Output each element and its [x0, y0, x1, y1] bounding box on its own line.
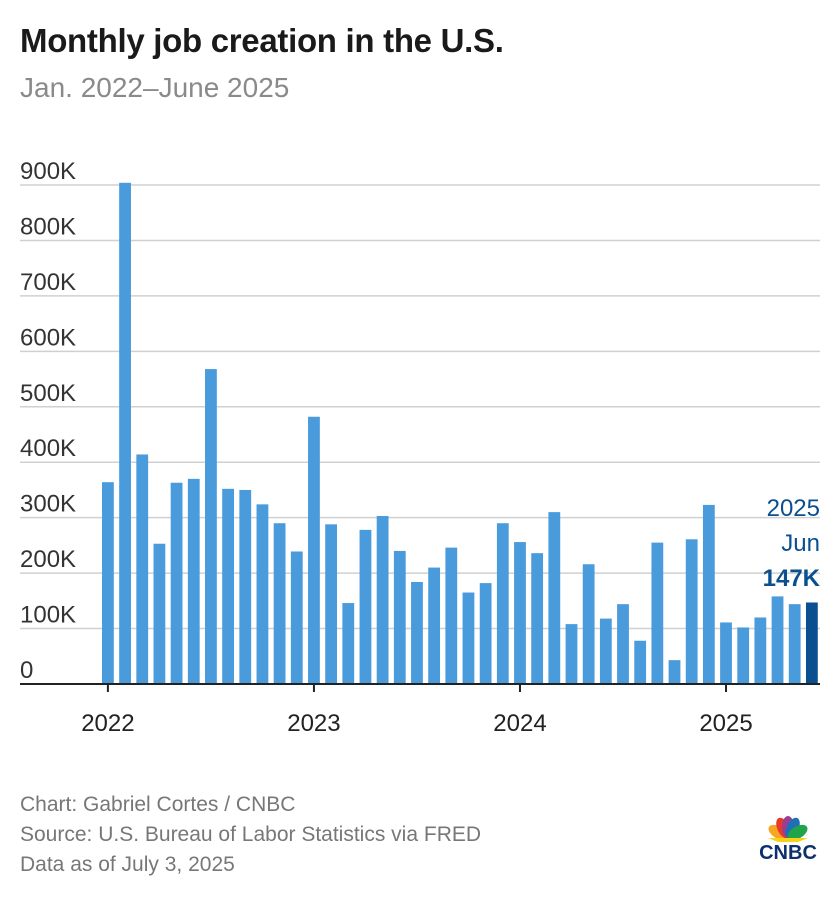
bar [325, 524, 338, 684]
bar-chart: 0 100K 200K 300K 400K 500K 600K 700K 800K 900K 20… [20, 158, 821, 737]
bar [634, 640, 647, 684]
chart-footer: Chart: Gabriel Cortes / CNBC Source: U.S… [20, 790, 481, 880]
bar [496, 523, 509, 684]
x-axis: 2022 2023 2024 2025 [20, 683, 820, 737]
bar [565, 624, 578, 684]
bar [702, 504, 715, 684]
x-tick-label: 2023 [287, 710, 340, 737]
y-tick-label: 200K [20, 546, 76, 573]
annotation-value: 147K [763, 565, 821, 592]
chart-source: Source: U.S. Bureau of Labor Statistics … [20, 823, 482, 846]
annotation-year: 2025 [767, 495, 820, 522]
x-tick-label: 2025 [699, 710, 752, 737]
bar [342, 603, 355, 684]
bar [582, 564, 595, 684]
bar [617, 604, 629, 684]
y-tick-label: 900K [20, 158, 76, 185]
chart-title: Monthly job creation in the U.S. [20, 22, 504, 59]
bar [462, 592, 475, 684]
bar [548, 512, 561, 684]
annotation-month: Jun [781, 530, 820, 557]
bar [256, 504, 269, 684]
bar [273, 523, 286, 684]
bar [685, 539, 698, 684]
bar [222, 488, 234, 684]
bar [599, 618, 612, 684]
bar [153, 543, 166, 684]
y-tick-label: 600K [20, 324, 76, 351]
y-tick-label: 100K [20, 602, 76, 629]
y-axis-ticks: 0 100K 200K 300K 400K 500K 600K 700K 800K 900K [20, 158, 76, 684]
bar [737, 627, 750, 684]
y-tick-label: 500K [20, 380, 76, 407]
bar [308, 416, 320, 684]
bar [479, 583, 492, 684]
bar [290, 551, 303, 684]
bar [514, 542, 526, 684]
bar [720, 622, 732, 684]
bar [170, 482, 183, 684]
y-tick-label: 300K [20, 491, 76, 518]
bar [376, 516, 389, 684]
bar [788, 604, 801, 684]
bar [668, 660, 681, 684]
data-as-of: Data as of July 3, 2025 [20, 853, 235, 876]
bar [531, 553, 544, 684]
gridlines [20, 184, 820, 630]
y-tick-label: 400K [20, 435, 76, 462]
x-tick-label: 2022 [81, 710, 134, 737]
bar [359, 529, 372, 684]
bar [445, 547, 458, 684]
peacock-feathers-icon [768, 816, 808, 842]
chart-credit: Chart: Gabriel Cortes / CNBC [20, 793, 296, 816]
bar [239, 489, 252, 684]
cnbc-logo-text: CNBC [759, 842, 817, 864]
bar [187, 478, 200, 684]
cnbc-peacock-logo: CNBC [759, 816, 817, 864]
bar [136, 454, 149, 684]
y-tick-label: 0 [20, 657, 33, 684]
last-value-annotation: 2025 Jun 147K [763, 495, 821, 592]
y-tick-label: 700K [20, 269, 76, 296]
peacock-base [768, 838, 808, 842]
bar [428, 567, 441, 684]
bar [393, 550, 406, 684]
bars [102, 182, 818, 684]
bar [205, 369, 217, 684]
bar [771, 596, 784, 684]
bar [805, 602, 818, 684]
bar [651, 542, 664, 684]
bar [411, 581, 423, 684]
x-tick-label: 2024 [493, 710, 546, 737]
bar [119, 182, 131, 684]
y-tick-label: 800K [20, 213, 76, 240]
chart-subtitle: Jan. 2022–June 2025 [20, 72, 290, 103]
peacock-feather [787, 824, 808, 841]
bar [754, 617, 767, 684]
bar [102, 482, 114, 684]
